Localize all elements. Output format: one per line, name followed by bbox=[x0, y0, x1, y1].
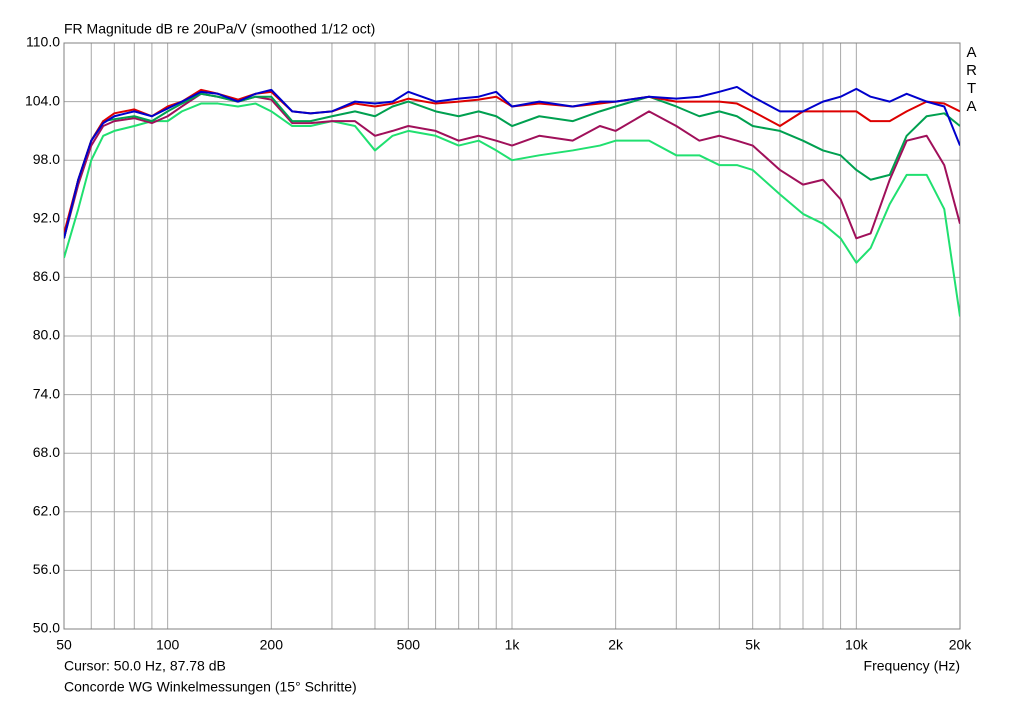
y-tick-label: 92.0 bbox=[33, 210, 60, 226]
series-line bbox=[64, 102, 960, 317]
x-tick-label: 10k bbox=[845, 637, 869, 653]
x-axis-label: Frequency (Hz) bbox=[864, 658, 960, 674]
y-tick-label: 56.0 bbox=[33, 561, 60, 577]
y-tick-label: 104.0 bbox=[25, 92, 60, 108]
y-tick-label: 98.0 bbox=[33, 151, 60, 167]
y-tick-label: 80.0 bbox=[33, 327, 60, 343]
x-tick-label: 200 bbox=[260, 637, 284, 653]
watermark: ARTA bbox=[963, 44, 980, 116]
series-line bbox=[64, 92, 960, 239]
y-tick-label: 110.0 bbox=[26, 34, 60, 50]
y-tick-label: 74.0 bbox=[33, 385, 60, 401]
x-tick-label: 1k bbox=[505, 637, 521, 653]
series-line bbox=[64, 92, 960, 240]
chart-title: FR Magnitude dB re 20uPa/V (smoothed 1/1… bbox=[64, 21, 375, 37]
cursor-readout: Cursor: 50.0 Hz, 87.78 dB bbox=[64, 658, 226, 674]
series-line bbox=[64, 85, 960, 239]
x-tick-label: 500 bbox=[397, 637, 421, 653]
y-tick-label: 62.0 bbox=[33, 503, 60, 519]
x-tick-label: 100 bbox=[156, 637, 180, 653]
y-tick-label: 50.0 bbox=[33, 620, 60, 636]
x-tick-label: 20k bbox=[949, 637, 973, 653]
y-tick-label: 86.0 bbox=[33, 268, 60, 284]
x-tick-label: 2k bbox=[608, 637, 624, 653]
plot-frame bbox=[63, 42, 961, 630]
caption: Concorde WG Winkelmessungen (15° Schritt… bbox=[64, 679, 357, 695]
x-tick-label: 50 bbox=[56, 637, 72, 653]
x-tick-label: 5k bbox=[745, 637, 761, 653]
y-tick-label: 68.0 bbox=[33, 444, 60, 460]
